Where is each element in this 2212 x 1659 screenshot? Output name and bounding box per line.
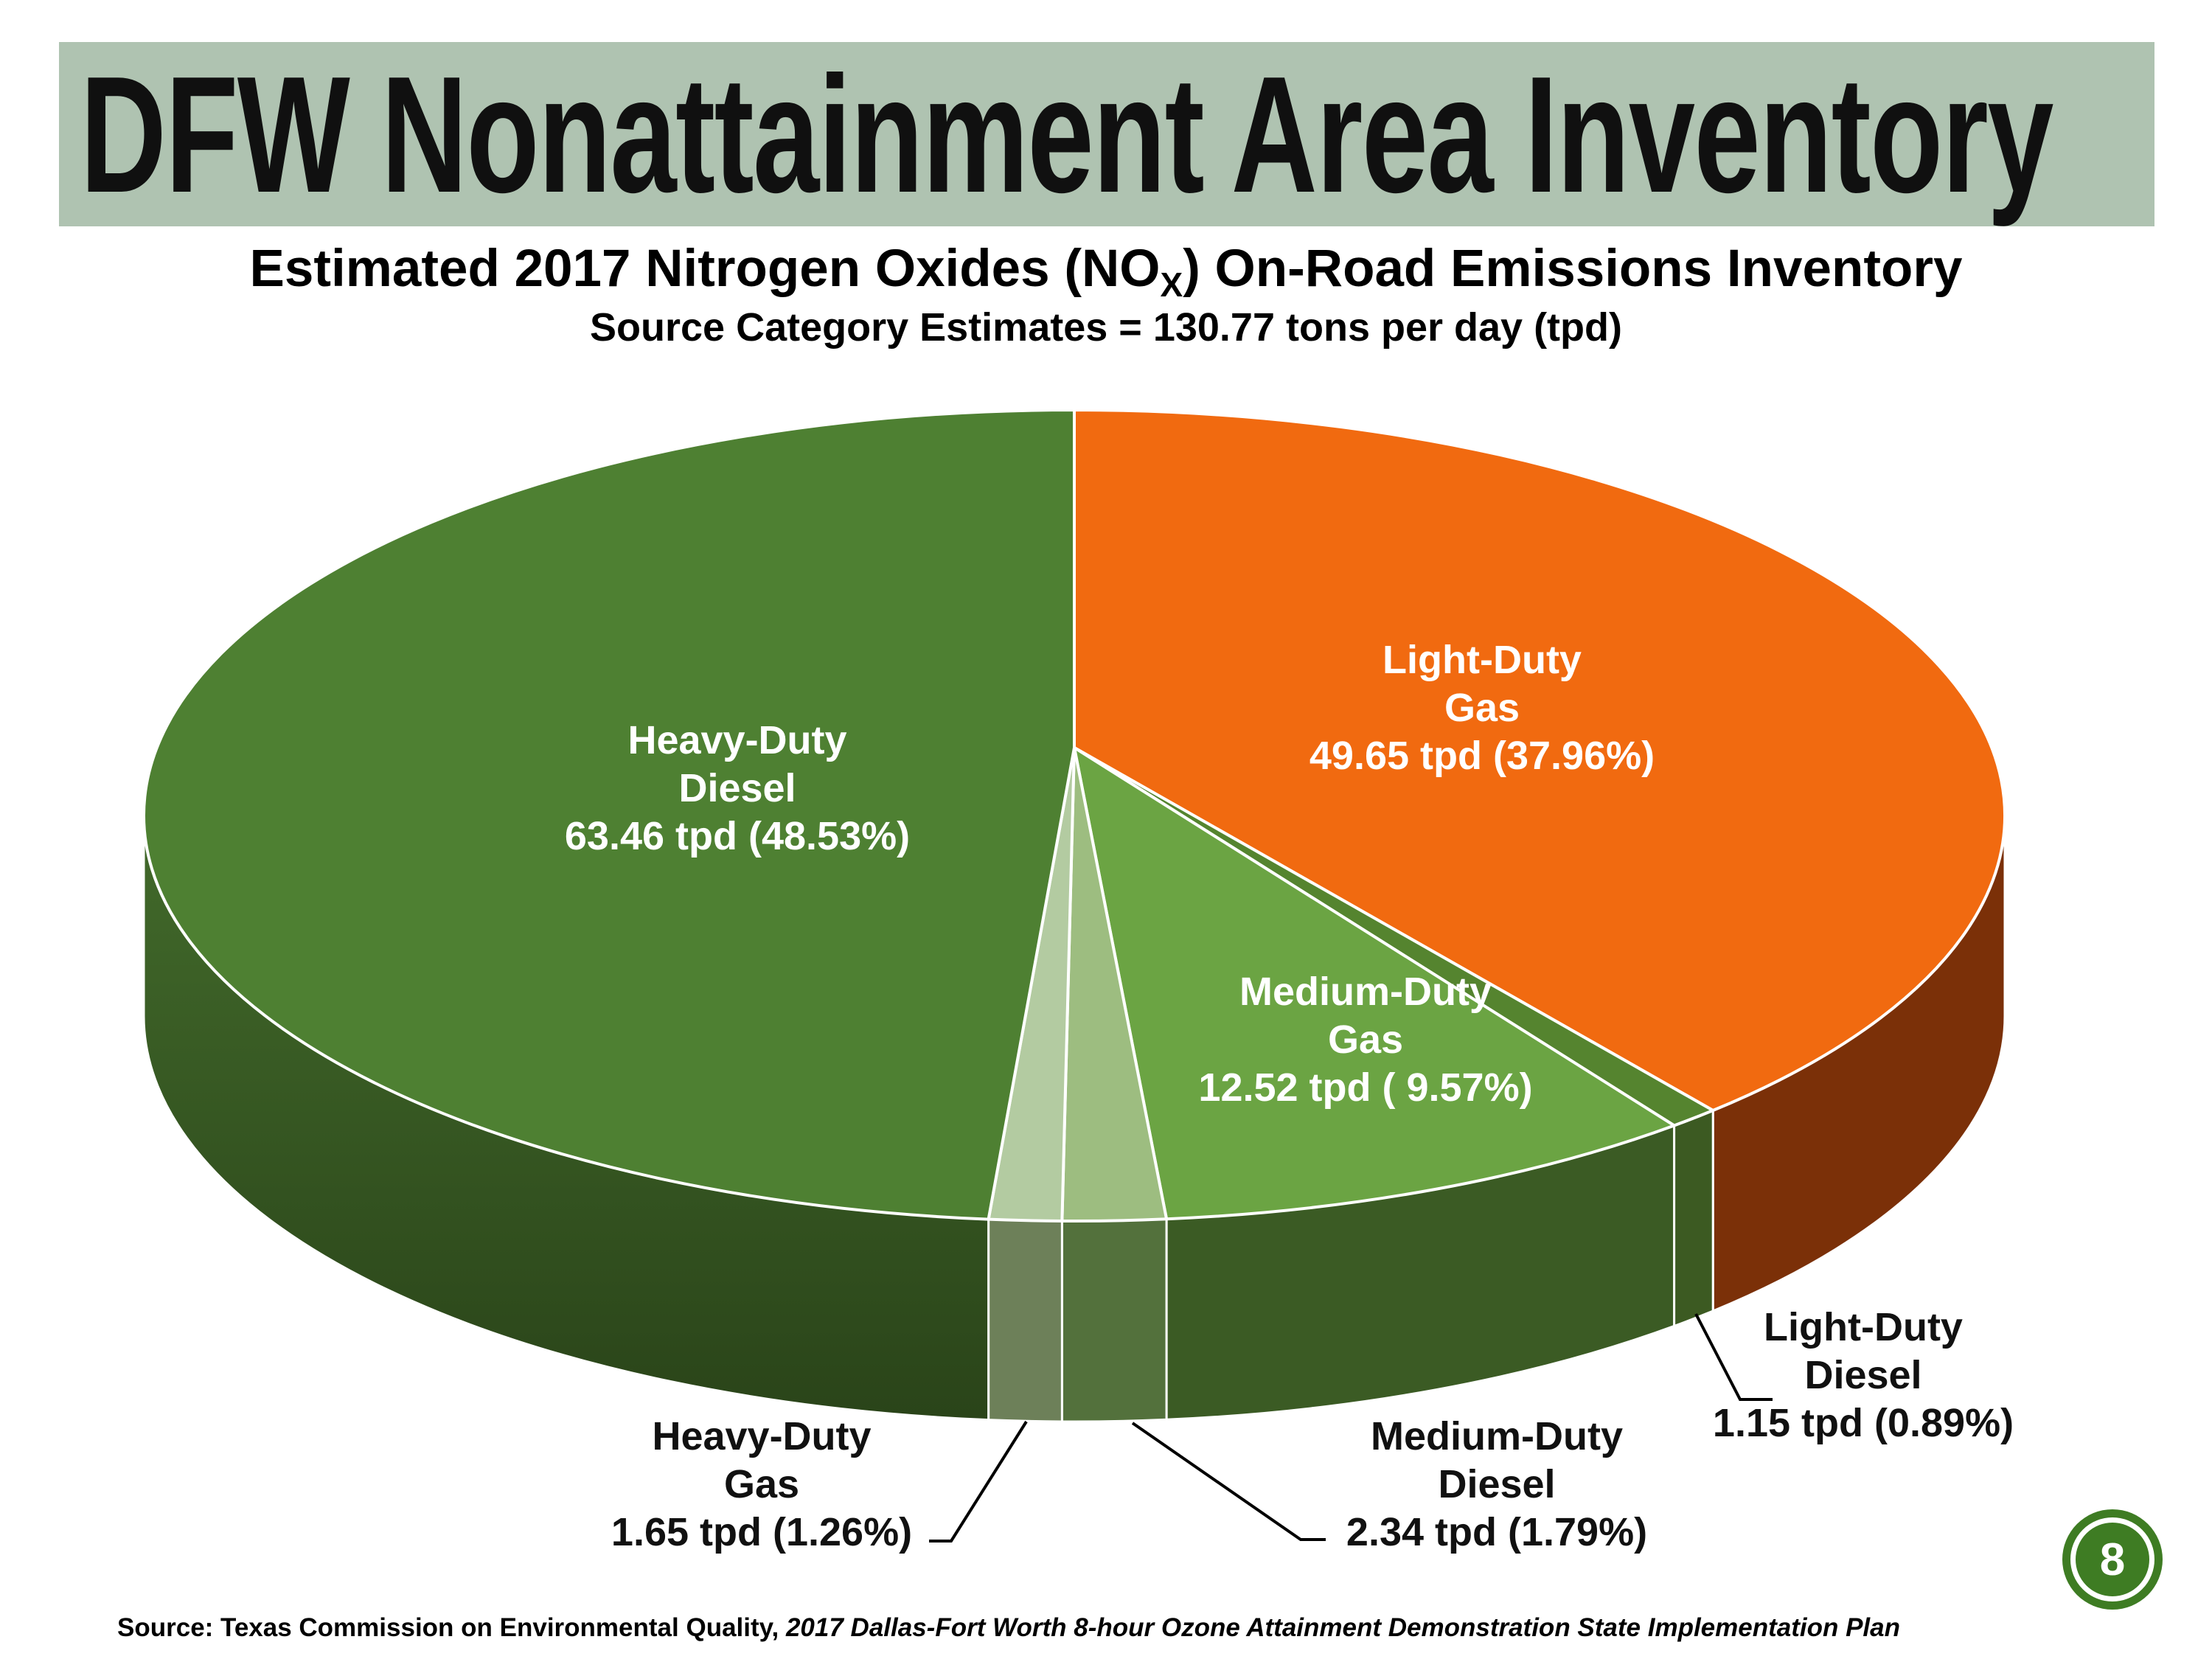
pie-slice-side-light_duty_diesel bbox=[1673, 1109, 1714, 1327]
chart-subtitle: Source Category Estimates = 130.77 tons … bbox=[590, 305, 1622, 349]
source-line: Source: Texas Commission on Environmenta… bbox=[117, 1613, 2182, 1643]
pie-label-line: Diesel bbox=[678, 766, 796, 810]
leader-line-light_duty_diesel bbox=[1694, 1313, 1773, 1401]
pie-label-line: 63.46 tpd (48.53%) bbox=[564, 814, 911, 858]
pie-label-line: Light-Duty bbox=[1382, 638, 1582, 682]
pie-label-line: Diesel bbox=[1804, 1353, 1922, 1397]
pie-label-line: 1.65 tpd (1.26%) bbox=[611, 1510, 913, 1554]
pie-slice-medium_duty_gas bbox=[1073, 746, 1676, 1221]
title-banner: DFW Nonattainment Area Inventory bbox=[59, 41, 2154, 227]
slide-title: DFW Nonattainment Area Inventory bbox=[80, 41, 2054, 227]
leader-line-medium_duty_diesel bbox=[1131, 1422, 1326, 1541]
pie-label-line: 2.34 tpd (1.79%) bbox=[1346, 1510, 1648, 1554]
pie-label-medium_duty_diesel: Medium-Duty Diesel 2.34 tpd (1.79%) bbox=[1346, 1413, 1647, 1557]
chart-title-post: ) On-Road Emissions Inventory bbox=[1183, 240, 1963, 298]
pie-label-heavy_duty_gas: Heavy-Duty Gas 1.65 tpd (1.26%) bbox=[611, 1413, 912, 1557]
pie-label-line: Heavy-Duty bbox=[652, 1414, 872, 1458]
pie-label-line: Gas bbox=[723, 1462, 800, 1506]
pie-label-line: Heavy-Duty bbox=[627, 718, 847, 762]
pie-label-line: Gas bbox=[1327, 1018, 1404, 1062]
pie-label-line: 12.52 tpd ( 9.57%) bbox=[1198, 1065, 1533, 1110]
pie-label-line: Gas bbox=[1444, 686, 1520, 730]
pie-label-light_duty_gas: Light-Duty Gas 49.65 tpd (37.96%) bbox=[1310, 636, 1655, 780]
pie-label-line: Medium-Duty bbox=[1239, 970, 1492, 1014]
badge-ring bbox=[2070, 1517, 2154, 1601]
source-label: Source: Texas Commission on Environmenta… bbox=[117, 1613, 786, 1642]
pie-slice-side-heavy_duty_gas bbox=[987, 1218, 1063, 1423]
page-number-badge: 8 bbox=[2062, 1509, 2163, 1610]
pie-label-line: 49.65 tpd (37.96%) bbox=[1309, 734, 1655, 778]
pie-label-light_duty_diesel: Light-Duty Diesel 1.15 tpd (0.89%) bbox=[1713, 1304, 2014, 1447]
pie-label-line: 1.15 tpd (0.89%) bbox=[1712, 1401, 2014, 1445]
page-number: 8 bbox=[2099, 1534, 2126, 1585]
pie-label-medium_duty_gas: Medium-Duty Gas 12.52 tpd ( 9.57%) bbox=[1198, 968, 1532, 1112]
pie-label-heavy_duty_diesel: Heavy-Duty Diesel 63.46 tpd (48.53%) bbox=[565, 717, 910, 860]
pie-slice-heavy_duty_diesel bbox=[142, 408, 1076, 1221]
chart-title-pre: Estimated 2017 Nitrogen Oxides (NO bbox=[249, 240, 1161, 298]
pie-slice-light_duty_gas bbox=[1073, 408, 2007, 1112]
source-citation: 2017 Dallas-Fort Worth 8-hour Ozone Atta… bbox=[785, 1613, 1901, 1642]
pie-label-line: Medium-Duty bbox=[1371, 1414, 1623, 1458]
pie-label-line: Light-Duty bbox=[1764, 1305, 1963, 1349]
chart-title-subscript: X bbox=[1160, 265, 1183, 304]
leader-line-heavy_duty_gas bbox=[929, 1420, 1028, 1543]
pie-label-line: Diesel bbox=[1438, 1462, 1556, 1506]
chart-title: Estimated 2017 Nitrogen Oxides (NOX) On-… bbox=[0, 239, 2212, 304]
pie-slice-side-medium_duty_diesel bbox=[1060, 1217, 1168, 1423]
